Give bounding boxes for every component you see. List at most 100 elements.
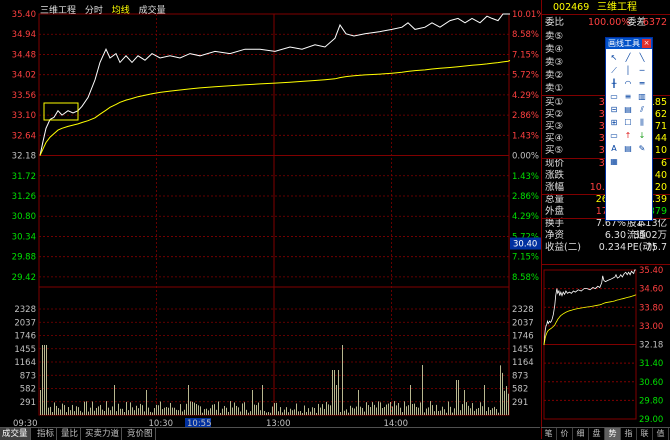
volume-bar [324, 408, 325, 415]
volume-tick-left: 1455 [14, 345, 36, 355]
text-icon[interactable]: A [611, 144, 617, 153]
volume-bar [188, 385, 189, 415]
volume-bar [394, 401, 395, 415]
volume-bar [104, 410, 105, 415]
average-line [39, 60, 511, 156]
volume-bar [352, 407, 353, 415]
mini-tick-label: 29.80 [639, 396, 663, 406]
ray-icon[interactable]: ╲ [639, 53, 645, 62]
table-icon[interactable]: ▤ [624, 144, 632, 153]
volume-bar [42, 345, 43, 415]
frame-icon[interactable]: ▭ [610, 131, 618, 140]
right-tab[interactable]: 价 [557, 428, 573, 440]
close-icon[interactable]: × [642, 39, 651, 48]
right-tab[interactable]: 联 [637, 428, 653, 440]
right-tab[interactable]: 笔 [541, 428, 557, 440]
pct-tick-label: 0.00% [512, 152, 539, 162]
arc-icon[interactable]: ◠ [624, 79, 632, 88]
volume-bar [418, 407, 419, 415]
sell-level-label: 卖④ [545, 44, 564, 55]
volume-bar [136, 405, 137, 415]
right-tab[interactable]: 盘 [589, 428, 605, 440]
volume-bar [398, 403, 399, 415]
gann-icon[interactable]: ⊞ [610, 118, 618, 127]
volume-bar [256, 405, 257, 415]
volume-bar [262, 385, 263, 415]
right-tab[interactable]: 细 [573, 428, 589, 440]
volume-bar [498, 412, 499, 415]
avg-label[interactable]: 均线 [111, 6, 130, 16]
volume-bar [236, 405, 237, 415]
volume-bar [364, 411, 365, 415]
time-tick-label: 14:00 [384, 419, 409, 427]
volume-bar [98, 406, 99, 415]
line-icon[interactable]: ╱ [625, 53, 631, 62]
delete-icon[interactable]: ▦ [610, 157, 618, 166]
volume-bar [452, 412, 453, 415]
right-tab[interactable]: 值 [653, 428, 669, 440]
mode-label[interactable]: 分时 [84, 6, 103, 16]
volume-tick-left: 582 [20, 385, 36, 395]
segment-icon[interactable]: ⟋ [611, 66, 617, 75]
sell-level-label: 卖⑤ [545, 31, 564, 42]
hline-icon[interactable]: ─ [639, 66, 645, 75]
quote-row-label: 换手 [545, 218, 565, 229]
bottom-tab[interactable]: 成交量 [0, 428, 31, 440]
cursor-price-label: 30.40 [513, 240, 537, 250]
fib-icon[interactable]: ≡ [624, 92, 632, 101]
volume-bar [274, 403, 275, 415]
vline-icon[interactable]: │ [625, 66, 631, 75]
drawing-tools-palette[interactable]: 画线工具 × ↖ ╱ ╲ ⟋ │ ─ ╫ ◠ ═ ▭ ≡ ▥ ⊟ ▤ ⫽ ⊞ ☐ ⫼ ▭ ↑ ↓ A ▤ ✎ ▦ [605, 37, 653, 221]
bottom-tab[interactable]: 买卖力道 [83, 428, 123, 440]
volume-bar [410, 385, 411, 415]
parallel-icon[interactable]: ═ [639, 79, 645, 88]
mini-chart[interactable]: 35.40 34.60 33.80 33.00 32.18 31.40 30.60 29.80… [542, 264, 670, 427]
price-tick-label: 31.72 [12, 172, 36, 182]
bars-icon[interactable]: ▥ [638, 92, 646, 101]
square-icon[interactable]: ☐ [624, 118, 632, 127]
volume-label[interactable]: 成交量 [138, 6, 166, 16]
volume-bar [142, 405, 143, 415]
up-arrow-icon[interactable]: ↑ [624, 131, 632, 140]
down-arrow-icon[interactable]: ↓ [638, 131, 646, 140]
right-tab[interactable]: 势 [605, 428, 621, 440]
box-icon[interactable]: ⊟ [610, 105, 618, 114]
volume-bar [80, 410, 81, 415]
volume-bar [458, 380, 459, 415]
volume-bar [304, 405, 305, 415]
rect-icon[interactable]: ▭ [610, 92, 618, 101]
quote-row-value2: 20 [654, 182, 667, 193]
volume-bar [88, 411, 89, 415]
pct-tick-label: 7.15% [512, 253, 539, 263]
weibi-row: 委比 100.00% 委差 6372 [545, 17, 669, 29]
volume-bar [66, 412, 67, 415]
pct-tick-label: 5.72% [512, 71, 539, 81]
volume-bar [68, 407, 69, 415]
volume-bar [492, 408, 493, 415]
cycle-icon[interactable]: ⫼ [640, 118, 644, 127]
grid-icon[interactable]: ▤ [624, 105, 632, 114]
volume-bar [440, 410, 441, 415]
volume-bar [280, 407, 281, 415]
volume-bar [464, 390, 465, 415]
pointer-icon[interactable]: ↖ [610, 53, 618, 62]
channel-icon[interactable]: ╫ [611, 79, 617, 88]
bottom-tab[interactable]: 指标 [35, 428, 58, 440]
buy-level-value2: 62 [654, 109, 667, 120]
volume-bar [416, 406, 417, 415]
intraday-chart[interactable]: 35.40 10.01% 34.94 8.58% 34.48 7.15% 34.02 5.72… [0, 0, 541, 427]
right-tab[interactable]: 指 [621, 428, 637, 440]
pencil-icon[interactable]: ✎ [638, 144, 646, 153]
volume-bar [478, 407, 479, 415]
fan-icon[interactable]: ⫽ [640, 105, 644, 114]
quote-row-label2: 流通 [627, 230, 647, 241]
volume-bar [322, 404, 323, 415]
volume-bar [244, 402, 245, 415]
bottom-tab[interactable]: 竞价图 [125, 428, 156, 440]
volume-bar [268, 412, 269, 415]
bottom-tab[interactable]: 量比 [59, 428, 82, 440]
volume-bar [176, 409, 177, 415]
volume-bar [344, 410, 345, 415]
volume-bar [258, 402, 259, 415]
volume-bar [334, 370, 335, 415]
